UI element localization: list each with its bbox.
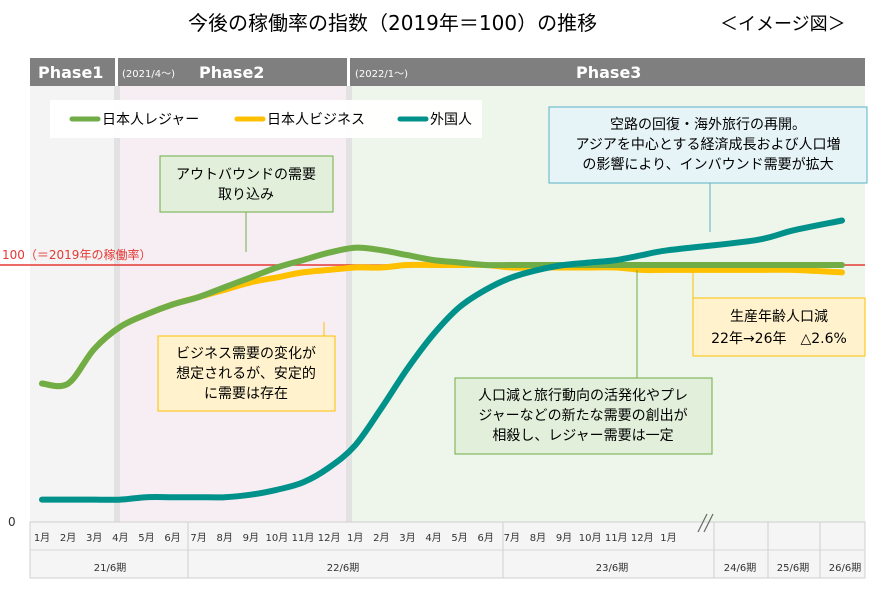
chart-subtitle: ＜イメージ図＞	[720, 14, 846, 35]
series-layer	[39, 217, 845, 503]
phase-header-sep-1	[115, 58, 118, 86]
x-month-labels: 1月 2月 3月 4月 5月 6月 7月 8月 9月 10月 11月 12月 1月 2月 3月 4月 5月 6月 7…	[34, 532, 677, 544]
x-month-label: 11月	[292, 532, 315, 544]
legend-label-foreign: 外国人	[430, 112, 472, 128]
phase3-label: Phase3	[576, 63, 641, 82]
x-period-label: 26/6期	[829, 562, 861, 574]
x-period-dividers	[187, 522, 821, 578]
annotation-connectors	[245, 183, 711, 378]
annotation-outbound-line1: アウトバウンドの需要	[176, 167, 316, 183]
phase1-divider	[114, 58, 120, 522]
x-period-labels: 21/6期 22/6期 23/6期 24/6期 25/6期 26/6期	[94, 562, 861, 574]
x-month-label: 2月	[373, 532, 389, 544]
legend-item-foreign: 外国人	[397, 112, 472, 128]
annotation-population-line1: 生産年齢人口減	[730, 308, 828, 325]
annotation-population: 生産年齢人口減 22年→26年 △2.6%	[692, 297, 866, 357]
x-month-label: 4月	[425, 532, 441, 544]
x-month-label: 9月	[556, 532, 572, 544]
phase2-divider	[346, 58, 352, 522]
legend-item-leisure: 日本人レジャー	[69, 112, 199, 128]
x-month-label: 3月	[399, 532, 415, 544]
phase-header-sep-2	[347, 58, 350, 86]
axis-break-mark	[697, 513, 714, 533]
phase2-note: (2021/4～)	[122, 69, 175, 80]
annotation-leisure: 人口減と旅行動向の活発化やプレ ジャーなどの新たな需要の創出が 相殺し、レジャー…	[454, 377, 713, 455]
x-month-label: 8月	[530, 532, 546, 544]
annotation-business-line1: ビジネス需要の変化が	[176, 345, 316, 362]
x-month-label: 8月	[217, 532, 233, 544]
x-period-label: 25/6期	[777, 562, 809, 574]
legend-item-business: 日本人ビジネス	[234, 112, 365, 128]
annotation-business-line3: に需要は存在	[204, 386, 288, 402]
chart-title: 今後の稼働率の指数（2019年＝100）の推移	[188, 11, 597, 35]
phase-header-bar	[30, 58, 865, 86]
x-month-label: 11月	[605, 532, 628, 544]
annotation-outbound-line2: 取り込み	[218, 187, 274, 203]
x-period-label: 21/6期	[94, 562, 126, 574]
x-month-label: 10月	[266, 532, 289, 544]
annotation-leisure-line1: 人口減と旅行動向の活発化やプレ	[478, 387, 688, 404]
annotation-inbound-line2: アジアを中心とする経済成長および人口増	[575, 137, 840, 153]
x-month-label: 1月	[660, 532, 676, 544]
phase2-label: Phase2	[199, 63, 264, 82]
series-line-leisure	[39, 244, 845, 390]
annotation-inbound-line3: の影響により、インバウンド需要が拡大	[582, 156, 833, 173]
x-month-label: 12月	[318, 532, 341, 544]
x-month-label: 10月	[579, 532, 602, 544]
annotation-business: ビジネス需要の変化が 想定されるが、安定的 に需要は存在	[157, 335, 336, 412]
x-period-label: 23/6期	[596, 562, 628, 574]
legend-label-leisure: 日本人レジャー	[102, 112, 199, 128]
x-month-label: 6月	[164, 532, 180, 544]
annotation-inbound: 空路の回復・海外旅行の再開。 アジアを中心とする経済成長および人口増 の影響によ…	[548, 106, 868, 184]
phase1-label: Phase1	[38, 63, 103, 82]
annotation-leisure-line3: 相殺し、レジャー需要は一定	[492, 428, 673, 444]
x-month-label: 7月	[504, 532, 520, 544]
reference-line-label: 100（＝2019年の稼働率）	[2, 247, 151, 262]
annotation-inbound-line1: 空路の回復・海外旅行の再開。	[610, 116, 806, 133]
x-month-label: 5月	[138, 532, 154, 544]
x-month-label: 1月	[34, 532, 50, 544]
annotation-outbound: アウトバウンドの需要 取り込み	[159, 155, 334, 213]
annotation-population-line2: 22年→26年 △2.6%	[711, 331, 847, 347]
x-period-label: 22/6期	[327, 562, 359, 574]
legend-label-business: 日本人ビジネス	[267, 112, 365, 128]
x-month-label: 12月	[631, 532, 654, 544]
x-period-label: 24/6期	[724, 562, 756, 574]
x-month-label: 1月	[347, 532, 363, 544]
x-month-label: 7月	[190, 532, 206, 544]
x-month-label: 5月	[451, 532, 467, 544]
x-month-label: 9月	[243, 532, 259, 544]
annotation-business-line2: 想定されるが、安定的	[176, 366, 316, 382]
annotation-leisure-line2: ジャーなどの新たな需要の創出が	[478, 408, 687, 424]
x-month-label: 3月	[86, 532, 102, 544]
x-month-label: 2月	[60, 532, 76, 544]
x-month-label: 6月	[478, 532, 494, 544]
x-month-label: 4月	[112, 532, 128, 544]
y-zero-label: 0	[8, 515, 16, 529]
series-line-foreign	[39, 217, 845, 503]
phase3-note: (2022/1～)	[355, 69, 408, 80]
